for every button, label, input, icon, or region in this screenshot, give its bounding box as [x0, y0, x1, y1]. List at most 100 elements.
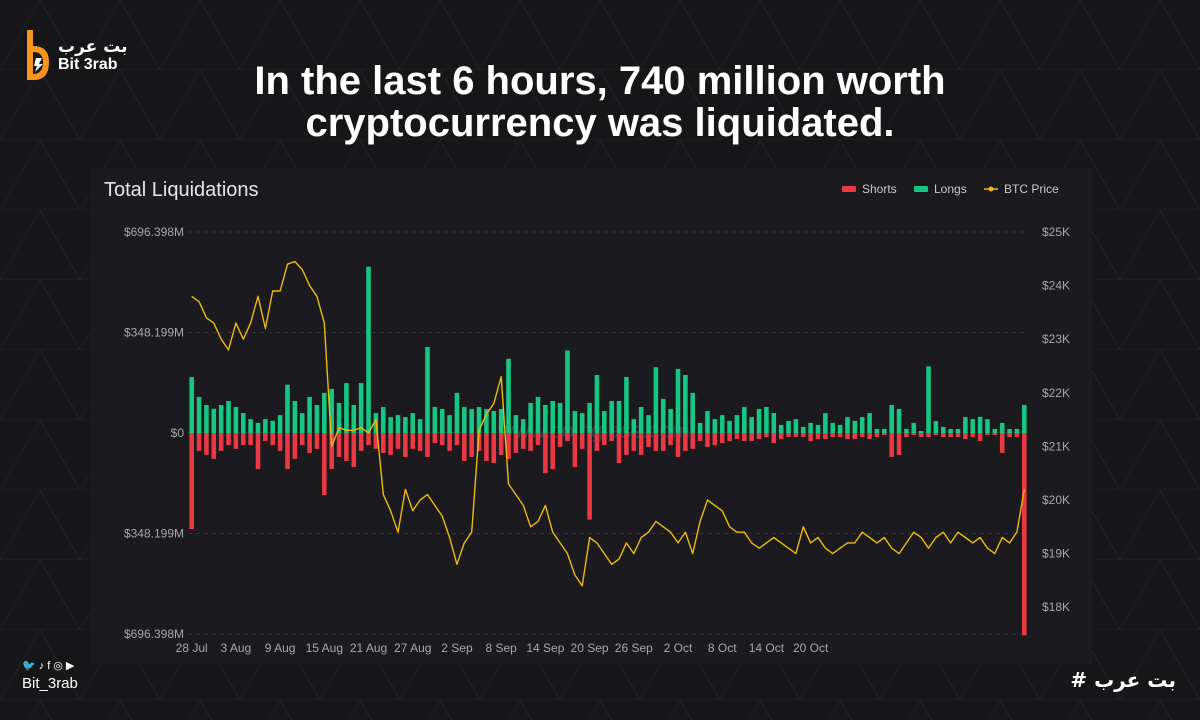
shorts-bar: [668, 433, 673, 446]
shorts-bar: [992, 433, 998, 436]
longs-bar: [484, 409, 489, 433]
shorts-bar: [351, 433, 357, 468]
longs-bar: [896, 409, 902, 433]
shorts-bar: [410, 433, 416, 449]
shorts-bar: [940, 433, 946, 438]
y-right-tick-label: $21K: [1042, 439, 1070, 453]
longs-bar: [380, 407, 386, 433]
shorts-bar: [484, 433, 489, 461]
x-tick-label: 20 Oct: [793, 641, 829, 655]
longs-bar: [211, 408, 217, 433]
y-left-tick-label: $348.199M: [124, 326, 184, 340]
longs-bar: [491, 411, 497, 433]
longs-bar: [476, 407, 482, 433]
longs-bar: [845, 417, 850, 433]
longs-bar: [550, 400, 556, 433]
shorts-bar: [395, 433, 401, 449]
longs-bar: [498, 409, 504, 433]
longs-bar: [616, 400, 622, 433]
longs-bar: [742, 407, 747, 433]
shorts-bar: [189, 433, 194, 530]
longs-bar: [292, 400, 298, 433]
longs-bar: [970, 419, 976, 433]
longs-bar: [999, 422, 1005, 433]
shorts-bar: [999, 433, 1005, 453]
longs-bar: [439, 409, 445, 433]
longs-bar: [940, 426, 946, 433]
longs-bar: [557, 402, 563, 433]
shorts-bar: [299, 433, 305, 446]
shorts-bar: [867, 433, 872, 440]
shorts-bar: [1022, 433, 1027, 636]
shorts-bar: [248, 433, 253, 446]
longs-bar: [425, 346, 430, 433]
longs-bar: [263, 419, 268, 433]
shorts-bar: [631, 433, 637, 451]
longs-bar: [587, 402, 592, 433]
y-right-tick-label: $24K: [1042, 279, 1070, 293]
shorts-bar: [196, 433, 202, 451]
shorts-bar: [646, 433, 651, 447]
longs-bar: [705, 411, 710, 433]
shorts-bar: [425, 433, 430, 457]
y-left-tick-label: $696.398M: [124, 225, 184, 239]
longs-bar: [963, 417, 968, 433]
longs-bar: [727, 420, 732, 433]
shorts-bar: [432, 433, 438, 444]
shorts-bar: [778, 433, 784, 440]
shorts-bar: [845, 433, 850, 440]
x-tick-label: 9 Aug: [265, 641, 296, 655]
shorts-bar: [528, 433, 533, 451]
longs-bar: [867, 413, 872, 433]
shorts-bar: [859, 433, 865, 438]
twitter-icon[interactable]: 🐦: [22, 660, 36, 672]
shorts-bar: [358, 433, 364, 451]
shorts-bar: [712, 433, 718, 446]
x-tick-label: 2 Oct: [664, 641, 693, 655]
youtube-icon[interactable]: ▶: [65, 660, 75, 672]
shorts-bar: [565, 433, 570, 442]
shorts-bar: [624, 433, 629, 455]
longs-bar: [432, 407, 438, 433]
shorts-bar: [380, 433, 386, 453]
shorts-bar: [771, 433, 777, 444]
longs-bar: [778, 424, 784, 433]
longs-bar: [314, 405, 320, 433]
shorts-bar: [742, 433, 747, 442]
shorts-bar: [572, 433, 578, 468]
longs-bar: [764, 407, 769, 433]
shorts-bar: [830, 433, 836, 438]
longs-bar: [336, 402, 342, 433]
y-right-tick-label: $18K: [1042, 600, 1070, 614]
shorts-bar: [786, 433, 791, 438]
shorts-bar: [447, 433, 452, 451]
shorts-bar: [911, 433, 917, 436]
instagram-icon[interactable]: ◎: [53, 660, 63, 672]
tiktok-icon[interactable]: ♪: [38, 660, 45, 672]
longs-bar: [277, 415, 283, 433]
longs-bar: [815, 424, 821, 433]
longs-bar: [410, 413, 416, 433]
longs-bar: [189, 377, 194, 433]
longs-bar: [859, 417, 865, 433]
shorts-bar: [373, 433, 379, 449]
social-links: 🐦 ♪ f ◎ ▶ Bit_3rab: [22, 660, 78, 692]
longs-bar: [830, 422, 836, 433]
legend-item-shorts: Shorts: [862, 182, 897, 196]
longs-bar: [329, 388, 334, 433]
liquidations-chart: Total Liquidations Shorts Longs BTC Price $6…: [90, 168, 1092, 664]
longs-bar: [602, 411, 607, 433]
facebook-icon[interactable]: f: [47, 660, 51, 672]
longs-bar: [852, 420, 858, 433]
shorts-bar: [882, 433, 887, 436]
shorts-bar: [439, 433, 445, 446]
shorts-bar: [594, 433, 600, 451]
longs-bar: [520, 419, 526, 433]
longs-bar: [417, 419, 423, 433]
x-tick-label: 26 Sep: [615, 641, 653, 655]
shorts-bar: [764, 433, 769, 438]
longs-bar: [403, 417, 408, 433]
longs-bar: [248, 419, 253, 433]
shorts-bar: [218, 433, 224, 451]
x-tick-label: 14 Oct: [749, 641, 785, 655]
